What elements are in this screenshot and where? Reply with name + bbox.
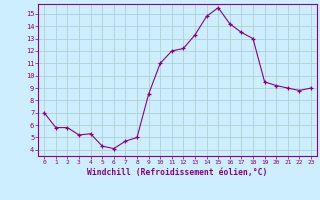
X-axis label: Windchill (Refroidissement éolien,°C): Windchill (Refroidissement éolien,°C): [87, 168, 268, 177]
